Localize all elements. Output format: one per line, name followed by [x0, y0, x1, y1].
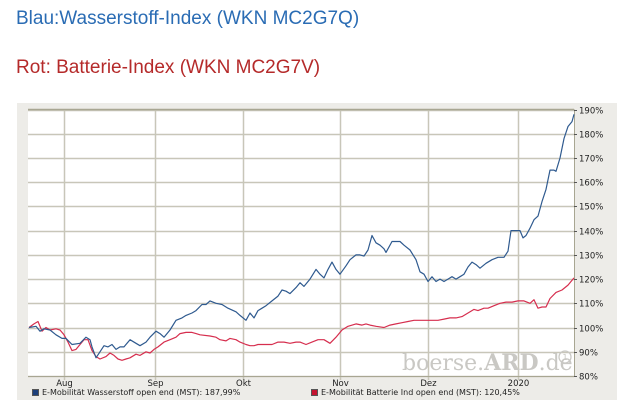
x-tick-label: Nov — [332, 379, 349, 389]
legend-item-blue: E-Mobilität Wasserstoff open end (MST): … — [32, 388, 240, 397]
legend-label-blue: E-Mobilität Wasserstoff open end (MST): … — [42, 388, 241, 397]
y-tick-label: 80% — [579, 373, 598, 383]
y-tick-label: 150% — [579, 203, 603, 213]
grid-lines — [28, 108, 575, 380]
legend-label-red: E-Mobilität Batterie Ind open end (MST):… — [321, 388, 520, 397]
legend-swatch-blue-icon — [32, 389, 39, 396]
y-tick-label: 130% — [579, 252, 603, 262]
ard-logo-digit: 1 — [562, 353, 567, 362]
x-tick-label: Aug — [56, 379, 73, 389]
title-red-index: Rot: Batterie-Index (WKN MC2G7V) — [16, 57, 321, 78]
x-tick-label: Okt — [236, 379, 252, 389]
legend-item-red: E-Mobilität Batterie Ind open end (MST):… — [311, 388, 520, 397]
y-tick-label: 140% — [579, 228, 603, 238]
series-line-wasserstoff — [28, 114, 575, 359]
series-lines — [28, 114, 575, 361]
ard-logo-icon — [558, 350, 572, 364]
y-tick-label: 100% — [579, 325, 603, 335]
x-tick-label: Dez — [420, 379, 437, 389]
y-axis-ticks: 190% 180% 170% 160% 150% 140% 130% 120% 110% 100%… — [574, 107, 603, 383]
y-tick-label: 190% — [579, 107, 603, 117]
legend-swatch-red-icon — [311, 389, 318, 396]
series-line-batterie — [28, 277, 575, 361]
watermark-text: boerse.ARD.de — [402, 350, 573, 376]
x-tick-label: Sep — [147, 379, 163, 389]
y-tick-label: 180% — [579, 131, 603, 141]
y-tick-label: 90% — [579, 349, 598, 359]
x-axis-ticks: Aug Sep Okt Nov Dez 2020 — [56, 379, 529, 389]
y-tick-label: 160% — [579, 179, 603, 189]
plot-area — [28, 109, 574, 376]
y-tick-label: 110% — [579, 300, 603, 310]
y-tick-label: 170% — [579, 155, 603, 165]
title-blue-index: Blau:Wasserstoff-Index (WKN MC2G7Q) — [16, 8, 360, 29]
y-tick-label: 120% — [579, 276, 603, 286]
watermark: boerse.ARD.de 1 — [402, 350, 573, 376]
x-tick-label: 2020 — [508, 379, 530, 389]
